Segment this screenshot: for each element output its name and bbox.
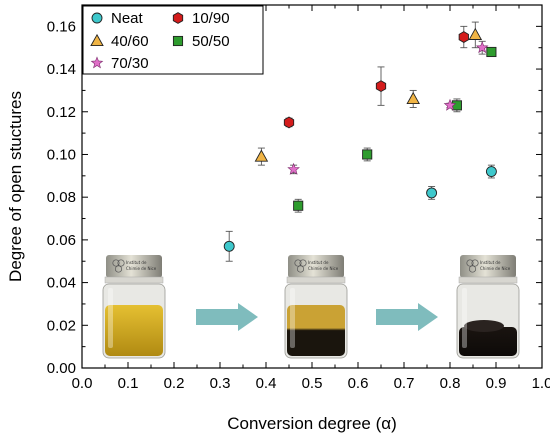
vial-neck [104,276,164,284]
legend-label: 50/50 [192,33,230,50]
data-point-circle [426,187,438,199]
y-tick-label: 0.00 [47,360,76,377]
data-point-hexagon [283,116,295,129]
legend-marker [172,35,184,47]
legend-label: 70/30 [111,55,149,72]
y-axis-title: Degree of open stuctures [6,91,25,282]
vial-highlight [462,288,467,348]
x-tick-label: 1.0 [532,375,550,392]
y-tick-label: 0.04 [47,275,76,292]
x-tick-label: 0.7 [394,375,415,392]
vial-label-line-1: Institut de [480,260,501,265]
x-tick-label: 0.9 [486,375,507,392]
x-tick-label: 0.3 [210,375,231,392]
vial-label-line-2: Chimie de Nice [480,266,511,271]
legend-marker [172,12,184,24]
process-arrow-2 [376,303,438,331]
series-Neat [223,164,497,262]
vial-liquid [459,327,517,356]
x-tick-label: 0.6 [348,375,369,392]
data-point-star [287,162,300,175]
data-point-triangle [406,91,420,105]
data-point-hexagon [458,31,469,43]
y-tick-label: 0.08 [47,189,76,206]
data-point-star [443,98,457,111]
legend-label: 40/60 [111,33,149,50]
vial-cap [460,255,516,278]
series-50-50 [293,46,497,213]
legend-marker [91,12,103,24]
vial-logo [117,259,125,267]
x-axis-title: Conversion degree (α) [227,414,397,433]
x-tick-label: 0.8 [440,375,461,392]
x-tick-label: 0.1 [118,375,139,392]
x-tick-label: 0.2 [164,375,185,392]
data-point-square [293,200,304,211]
vial-label-line-1: Institut de [308,260,329,265]
vial-logo [296,265,305,273]
vial-logo [114,265,123,273]
process-arrow-1 [196,303,258,331]
y-tick-label: 0.14 [47,61,76,78]
y-tick-label: 0.12 [47,104,76,121]
x-tick-label: 0.5 [302,375,323,392]
vial-label-line-2: Chimie de Nice [126,266,157,271]
y-tick-label: 0.10 [47,146,76,163]
y-tick-label: 0.16 [47,18,76,35]
legend-marker [90,33,104,47]
series-70-30 [287,40,489,175]
vial-liquid [287,305,345,356]
vial-highlight [108,288,113,348]
vial-logo [468,265,477,273]
data-markers [223,21,497,262]
vial-logo [112,259,120,267]
vial-logo [471,259,479,267]
vial-neck [458,276,518,284]
vial-cap [288,255,344,278]
axes: 0.0 0.1 0.2 0.3 0.4 0.5 0.6 0.7 0.8 0.9 1.0 0.00 0.0… [6,4,550,433]
legend-marker [90,56,104,69]
vial-cap [106,255,162,278]
vial-logo [294,259,302,267]
data-point-triangle [468,27,483,40]
series-40-60 [254,21,483,166]
data-point-hexagon [375,80,387,93]
data-point-square [362,149,373,160]
x-tick-label: 0.0 [72,375,93,392]
vial-liquid [105,305,163,356]
data-point-star [475,41,489,54]
y-tick-label: 0.06 [47,232,76,249]
vial-residue [464,320,504,332]
vial-highlight [290,288,295,348]
legend-label: Neat [111,10,144,27]
vial-logo [299,259,307,267]
data-point-circle [485,166,497,178]
vial-label-line-1: Institut de [126,260,147,265]
x-tick-label: 0.4 [256,375,277,392]
series-10-90 [283,25,469,129]
legend-label: 10/90 [192,10,230,27]
vial-logo [466,259,474,267]
data-point-square [486,46,497,58]
data-point-circle [223,240,235,252]
data-point-triangle [254,149,269,162]
vial-label-line-2: Chimie de Nice [308,266,339,271]
y-tick-label: 0.02 [47,317,76,334]
legend: Neat 10/90 40/60 50/50 70/30 [82,5,264,75]
vial-neck [286,276,346,284]
